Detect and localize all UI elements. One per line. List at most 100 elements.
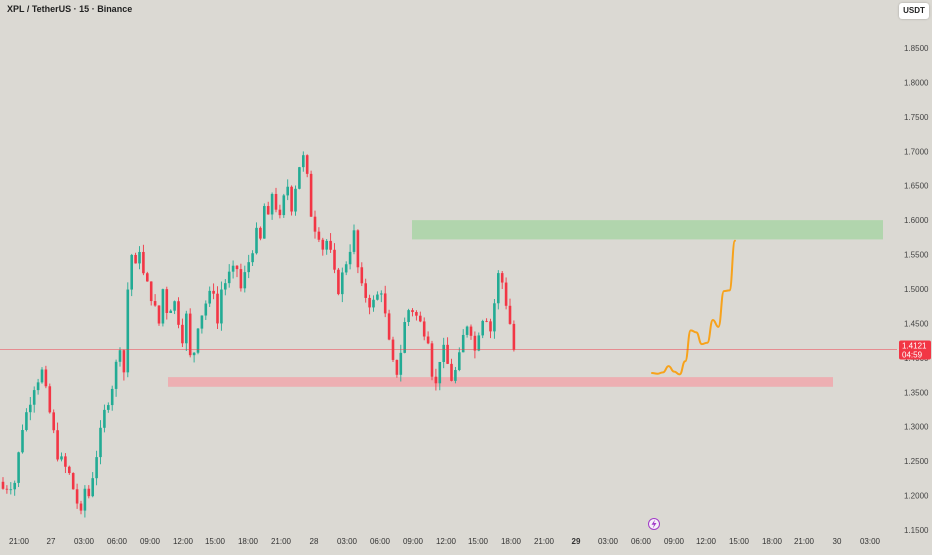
candle-body <box>130 254 133 290</box>
candle-body <box>512 323 516 350</box>
time-tick-label: 15:00 <box>205 537 226 546</box>
candle-body <box>188 313 192 356</box>
candle <box>231 260 235 279</box>
candle <box>188 308 192 358</box>
candle <box>40 367 44 384</box>
candle <box>9 482 13 495</box>
candle-body <box>364 283 367 298</box>
candle-body <box>450 363 453 381</box>
candle <box>399 344 403 382</box>
candle <box>185 310 188 351</box>
time-tick-label: 21:00 <box>794 537 815 546</box>
time-tick-label: 21:00 <box>534 537 555 546</box>
candle <box>216 286 219 330</box>
currency-button[interactable]: USDT <box>899 3 929 19</box>
candle <box>56 422 59 462</box>
current-price-bg <box>899 340 931 360</box>
candle <box>266 201 270 215</box>
candle-body <box>243 272 247 289</box>
price-tick-label: 1.2500 <box>904 457 929 466</box>
candle-body <box>341 272 344 295</box>
candle-body <box>317 231 321 240</box>
candle-body <box>134 254 137 264</box>
time-axis[interactable]: 21:00 27 03:00 06:00 09:00 12:00 15:00 18:00 21:… <box>9 518 881 547</box>
price-axis[interactable]: 1.8500 1.8000 1.7500 1.7000 1.6500 1.6000 1.55… <box>899 44 931 535</box>
candle <box>103 404 106 433</box>
candle-body <box>387 313 391 340</box>
candle-body <box>473 335 477 351</box>
price-tick-label: 1.8500 <box>904 44 929 53</box>
candle-body <box>208 290 211 304</box>
candle-body <box>422 321 426 337</box>
candle <box>259 226 262 241</box>
candle <box>430 340 434 381</box>
candle-body <box>465 326 469 335</box>
candle-body <box>87 488 91 497</box>
candle <box>5 485 9 494</box>
candle <box>454 366 457 384</box>
candle-body <box>430 343 434 377</box>
candle-body <box>426 336 430 344</box>
candle-body <box>21 429 24 453</box>
candle-body <box>239 269 243 289</box>
candle <box>352 224 356 255</box>
candle <box>99 420 102 465</box>
candle-body <box>91 478 94 497</box>
candle <box>149 281 153 306</box>
candle-body <box>360 267 364 284</box>
candle-body <box>434 376 438 384</box>
resistance-zone <box>412 220 883 240</box>
candle-body <box>383 293 387 314</box>
time-tick-label: 15:00 <box>729 537 750 546</box>
candle <box>376 291 379 301</box>
candle <box>118 347 122 367</box>
candle-body <box>220 289 223 324</box>
candle-body <box>60 456 63 460</box>
lightning-icon[interactable] <box>648 518 660 530</box>
candle-body <box>313 216 317 232</box>
candle-body <box>329 240 332 250</box>
candle-body <box>325 240 328 250</box>
candle-body <box>13 482 16 490</box>
candle-body <box>259 227 262 239</box>
candle <box>130 253 133 297</box>
candle <box>79 500 83 515</box>
price-tick-label: 1.7000 <box>904 147 929 156</box>
symbol-title[interactable]: XPL / TetherUS · 15 · Binance <box>7 4 133 14</box>
candle-body <box>181 324 184 344</box>
candle-body <box>146 273 149 282</box>
time-tick-label: 18:00 <box>238 537 259 546</box>
candle <box>278 204 282 219</box>
candle-body <box>126 289 130 373</box>
candle-body <box>489 321 492 332</box>
candle <box>493 298 496 339</box>
candle <box>485 318 488 323</box>
candle-body <box>481 320 484 336</box>
candle-body <box>251 253 254 263</box>
candle <box>122 349 126 381</box>
candle-body <box>458 352 461 371</box>
candle-body <box>173 301 176 311</box>
candle-body <box>368 297 371 308</box>
candle-body <box>1 481 5 489</box>
time-tick-label: 18:00 <box>762 537 783 546</box>
candle-body <box>321 239 325 250</box>
candle <box>290 185 293 216</box>
time-tick-label: 03:00 <box>74 537 95 546</box>
candle <box>383 285 387 318</box>
time-tick-label: 03:00 <box>860 537 881 546</box>
candle-body <box>118 350 122 362</box>
candle-body <box>344 264 348 273</box>
price-tick-label: 1.3500 <box>904 388 929 397</box>
candle-body <box>9 489 13 491</box>
candle <box>71 472 75 490</box>
candle-body <box>411 310 414 313</box>
candle <box>142 244 145 276</box>
candle <box>282 193 286 218</box>
candle <box>372 295 375 312</box>
candle-body <box>48 386 52 413</box>
candle-body <box>200 315 204 329</box>
